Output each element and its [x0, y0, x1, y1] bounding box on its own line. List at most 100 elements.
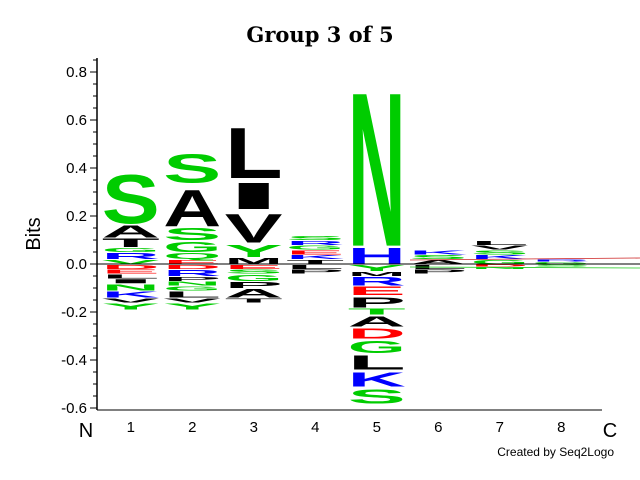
logo-letters: VRGTASDELINKVYEQGSASDRPNGLVYMYVILESGPATT… [102, 48, 590, 408]
logo-letter-T: T [348, 307, 406, 317]
logo-letter-S: S [163, 147, 221, 192]
logo-letter-L: L [471, 240, 529, 246]
x-tick-label: 7 [496, 419, 504, 436]
y-tick-label: 0.4 [66, 160, 87, 177]
reference-line-green [409, 266, 640, 269]
logo-letter-G: G [163, 285, 221, 291]
logo-letter-R: R [532, 259, 590, 262]
logo-letter-Q: Q [163, 252, 221, 262]
logo-letter-L: L [348, 351, 406, 374]
logo-letter-G: G [225, 273, 283, 283]
y-tick-label: -0.6 [61, 400, 87, 417]
logo-letter-V: V [225, 207, 283, 252]
c-terminal-label: C [603, 420, 617, 442]
logo-letter-V: V [102, 259, 160, 266]
logo-letter-P: P [409, 268, 467, 274]
logo-letter-T: T [225, 297, 283, 303]
logo-letter-I: I [102, 278, 160, 284]
y-tick-label: 0.8 [66, 64, 87, 81]
logo-letter-D: D [163, 264, 221, 271]
logo-letter-E: E [225, 264, 283, 270]
logo-letter-Y: Y [225, 241, 283, 260]
logo-letter-G: G [286, 244, 344, 250]
logo-letter-Y: Y [348, 264, 406, 274]
x-tick-label: 4 [311, 419, 319, 436]
y-tick-label: 0.0 [66, 256, 87, 273]
x-tick-label: 6 [434, 419, 442, 436]
logo-letter-S: S [102, 161, 160, 239]
logo-letter-Y: Y [163, 302, 221, 312]
logo-letter-V: V [471, 244, 529, 251]
zero-baseline [97, 257, 640, 269]
logo-letter-P: P [225, 280, 283, 290]
x-tick-label: 5 [373, 419, 381, 436]
logo-letter-S: S [471, 249, 529, 255]
logo-letter-D: D [102, 264, 160, 271]
logo-letter-P: P [286, 268, 344, 274]
logo-letter-S: S [409, 254, 467, 260]
logo-letter-L: L [102, 273, 160, 279]
logo-letter-G: G [532, 261, 590, 264]
logo-letter-E: E [163, 259, 221, 265]
logo-letter-I: I [225, 175, 283, 217]
logo-letter-D: D [471, 264, 529, 267]
logo-letter-L: L [163, 290, 221, 300]
logo-letter-N: N [348, 48, 406, 294]
logo-letter-L: L [286, 264, 344, 270]
y-axis: -0.6 -0.4 -0.2 0.0 0.2 0.4 0.6 0.8 [61, 58, 98, 417]
logo-letter-H: H [348, 243, 406, 269]
logo-letter-K: K [348, 368, 406, 390]
y-tick-label: 0.6 [66, 112, 87, 129]
logo-letter-N: N [471, 266, 529, 269]
logo-letter-N: N [163, 280, 221, 287]
logo-letter-G: G [163, 239, 221, 255]
logo-letter-A: A [409, 259, 467, 266]
logo-letter-S: S [286, 235, 344, 241]
x-axis: 1 2 3 4 5 6 7 8 [97, 409, 602, 436]
logo-letter-R: R [163, 268, 221, 278]
y-tick-label: 0.2 [66, 208, 87, 225]
logo-letter-K: K [102, 290, 160, 300]
logo-letter-D: D [348, 326, 406, 342]
logo-letter-A: A [348, 314, 406, 330]
logo-letter-K: K [286, 254, 344, 261]
logo-letter-S: S [163, 225, 221, 244]
logo-letter-K: K [471, 254, 529, 261]
logo-letter-E: E [286, 249, 344, 255]
credit-text: Created by Seq2Logo [497, 445, 614, 459]
logo-letter-S: S [225, 268, 283, 274]
logo-letter-A: A [225, 287, 283, 300]
logo-letter-S: S [348, 385, 406, 407]
logo-letter-P: P [163, 276, 221, 282]
logo-letter-E: E [102, 268, 160, 274]
logo-letter-V: V [163, 297, 221, 304]
logo-letter-R: R [102, 251, 160, 261]
logo-letter-T: T [102, 237, 160, 250]
logo-letter-Y: Y [102, 302, 160, 312]
logo-letter-G: G [471, 259, 529, 265]
logo-letter-G: G [102, 247, 160, 253]
x-tick-label: 8 [557, 419, 565, 436]
logo-letter-E: E [348, 285, 406, 298]
n-terminal-label: N [79, 420, 93, 442]
logo-letter-R: R [286, 240, 344, 247]
logo-letter-A: A [163, 180, 221, 238]
y-axis-label: Bits [23, 217, 45, 250]
logo-letter-G: G [348, 337, 406, 356]
logo-letter-M: M [348, 271, 406, 277]
y-tick-label: -0.2 [61, 304, 87, 321]
x-tick-label: 3 [250, 419, 258, 436]
logo-letter-V: V [102, 297, 160, 304]
reference-line-red [409, 257, 640, 261]
y-tick-label: -0.4 [61, 352, 87, 369]
logo-letter-S: S [532, 264, 590, 267]
chart-title: Group 3 of 5 [246, 22, 393, 47]
x-tick-label: 1 [127, 419, 135, 436]
logo-letter-K: K [409, 249, 467, 256]
logo-letter-P: P [348, 294, 406, 310]
x-tick-label: 2 [188, 419, 196, 436]
logo-letter-N: N [102, 283, 160, 293]
logo-letter-M: M [225, 256, 283, 266]
logo-letter-A: A [102, 222, 160, 241]
